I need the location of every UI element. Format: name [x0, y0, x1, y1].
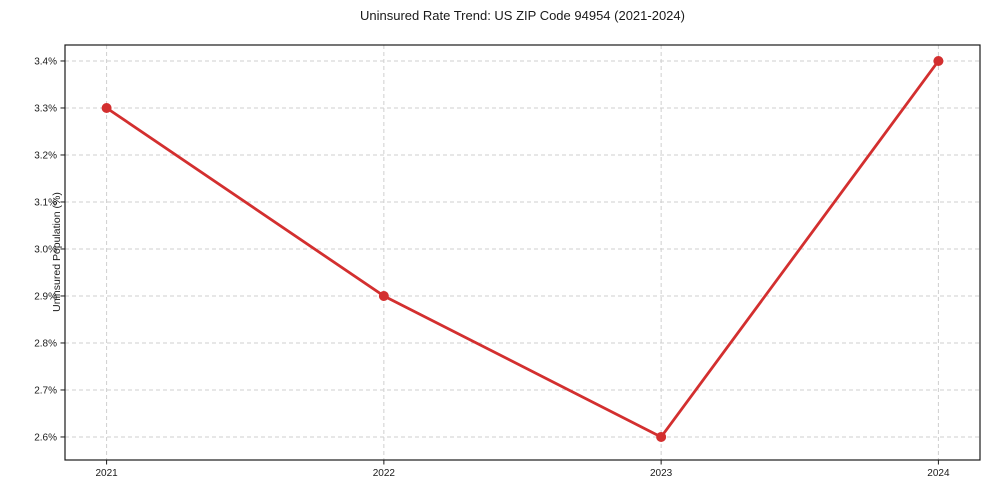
y-tick-label: 2.6%: [34, 432, 57, 443]
data-point-marker: [101, 102, 112, 113]
y-tick-label: 2.8%: [34, 338, 57, 349]
y-tick-label: 3.4%: [34, 56, 57, 67]
y-tick-label: 2.7%: [34, 385, 57, 396]
y-axis-label: Uninsured Population (%): [50, 192, 63, 312]
data-point-marker: [933, 55, 944, 66]
chart-title: Uninsured Rate Trend: US ZIP Code 94954 …: [360, 8, 685, 23]
plot-border: [64, 44, 981, 461]
y-tick-label: 2.9%: [34, 291, 57, 302]
tick-marks: [60, 60, 939, 465]
tick-labels: 2021 2022 2023 2024 2.6% 2.7% 2.8% 2.9% 3.0% 3.1%…: [34, 56, 950, 479]
x-tick-label: 2022: [373, 468, 396, 479]
x-tick-label: 2024: [927, 468, 950, 479]
y-tick-label: 3.3%: [34, 103, 57, 114]
x-tick-label: 2023: [650, 468, 673, 479]
grid-lines: [65, 45, 980, 460]
y-tick-label: 3.1%: [34, 197, 57, 208]
data-point-marker: [656, 431, 667, 442]
trend-line: [105, 59, 940, 439]
data-points: [101, 55, 944, 442]
y-tick-label: 3.2%: [34, 150, 57, 161]
y-tick-label: 3.0%: [34, 244, 57, 255]
x-tick-label: 2021: [95, 468, 118, 479]
data-point-marker: [378, 290, 389, 301]
